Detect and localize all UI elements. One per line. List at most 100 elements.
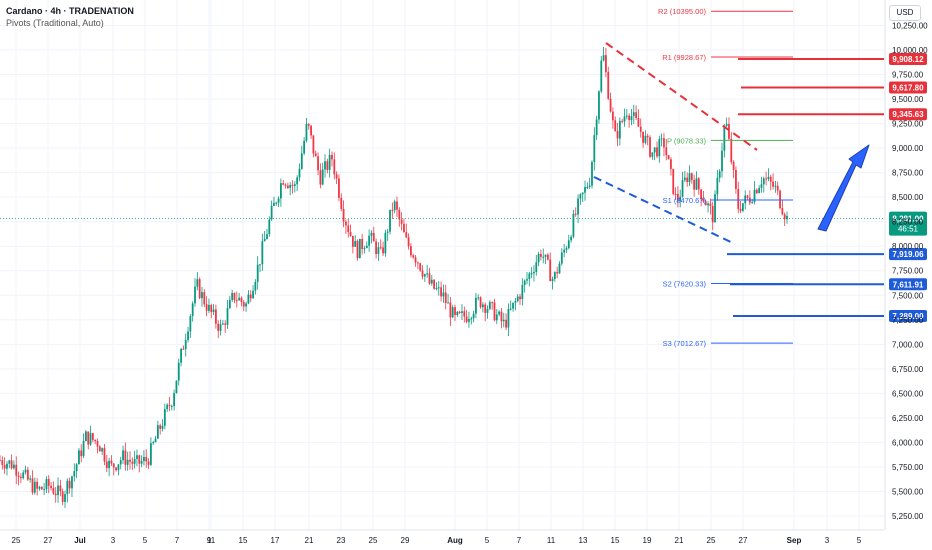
candle-up xyxy=(22,472,25,479)
x-tick-label: Sep xyxy=(787,536,802,545)
candle-up xyxy=(256,264,259,282)
support-price-label: 7,611.91 xyxy=(893,280,924,289)
x-tick-label: 17 xyxy=(271,536,280,545)
candle-up xyxy=(679,196,682,201)
wedge-upper-trendline[interactable] xyxy=(605,42,758,151)
candle-down xyxy=(410,246,412,256)
wedge-lower-trendline[interactable] xyxy=(593,176,736,245)
candle-down xyxy=(674,193,677,195)
candle-down xyxy=(105,461,108,469)
candle-up xyxy=(8,460,11,464)
candle-down xyxy=(709,203,712,206)
candle-down xyxy=(739,208,742,211)
candle-up xyxy=(565,248,568,250)
candle-down xyxy=(505,319,507,328)
chart-title: Cardano · 4h · TRADENATION xyxy=(6,6,134,16)
currency-button[interactable]: USD xyxy=(889,5,921,21)
candle-down xyxy=(345,221,347,226)
candle-down xyxy=(454,307,456,316)
candle-down xyxy=(746,195,749,198)
candle-down xyxy=(217,323,220,331)
candle-up xyxy=(537,253,540,263)
candle-down xyxy=(779,190,781,208)
countdown-label: 46:51 xyxy=(898,225,919,234)
candle-up xyxy=(226,308,229,325)
candle-up xyxy=(89,433,92,445)
candle-up xyxy=(760,184,763,188)
candle-down xyxy=(735,169,737,190)
candle-up xyxy=(24,469,27,473)
candle-down xyxy=(96,441,99,447)
candle-up xyxy=(516,296,519,302)
candle-down xyxy=(3,465,6,469)
overlays-group: R2 (10395.00) R1 (9928.67) P (9078.33) S1 (… xyxy=(0,7,927,348)
candle-up xyxy=(365,245,368,249)
candle-up xyxy=(593,135,596,162)
candle-up xyxy=(595,119,598,136)
candle-down xyxy=(17,475,20,477)
candle-down xyxy=(621,120,624,122)
y-tick-label: 9,500.00 xyxy=(892,95,924,104)
candle-up xyxy=(660,138,663,140)
candles-group xyxy=(0,46,788,508)
candle-down xyxy=(637,118,640,127)
candle-down xyxy=(697,178,700,190)
pivot-label: S3 (7012.67) xyxy=(663,339,707,348)
candle-down xyxy=(690,173,693,180)
candle-down xyxy=(428,273,431,284)
candle-down xyxy=(331,154,333,160)
candle-down xyxy=(333,159,336,175)
candle-down xyxy=(665,147,668,156)
candle-down xyxy=(519,296,521,300)
candle-down xyxy=(98,446,101,452)
candle-down xyxy=(635,112,638,119)
candle-down xyxy=(1,460,4,466)
current-price-label: 8,281.00 xyxy=(892,215,924,224)
candle-down xyxy=(398,209,401,220)
candle-up xyxy=(221,323,224,325)
candle-down xyxy=(781,207,784,215)
candle-up xyxy=(512,302,514,309)
candle-up xyxy=(126,459,129,465)
candle-down xyxy=(182,348,185,350)
candle-down xyxy=(124,450,127,465)
candle-up xyxy=(630,116,633,121)
candle-up xyxy=(66,480,69,495)
resistance-price-tag xyxy=(889,81,927,94)
candle-up xyxy=(45,479,48,490)
candle-down xyxy=(458,311,461,313)
candle-down xyxy=(224,323,227,325)
candle-up xyxy=(384,232,387,254)
y-tick-label: 7,750.00 xyxy=(892,267,924,276)
candle-up xyxy=(247,294,250,304)
candle-down xyxy=(693,179,696,190)
candle-down xyxy=(772,181,774,187)
candle-down xyxy=(433,279,436,289)
indicator-label[interactable]: Pivots (Traditional, Auto) xyxy=(6,18,104,28)
candle-up xyxy=(354,241,357,247)
candle-down xyxy=(700,189,703,200)
candle-up xyxy=(584,187,586,193)
candle-down xyxy=(215,309,217,324)
candle-up xyxy=(430,279,433,284)
x-tick-label: 25 xyxy=(12,536,21,545)
candle-down xyxy=(31,478,34,493)
candle-down xyxy=(702,199,705,202)
candle-up xyxy=(528,273,531,280)
candle-up xyxy=(767,176,770,179)
candle-up xyxy=(6,463,8,469)
x-tick-label: 23 xyxy=(337,536,346,545)
y-tick-label: 10,250.00 xyxy=(892,21,928,30)
bullish-arrow[interactable] xyxy=(817,144,870,232)
candle-up xyxy=(161,425,164,429)
candle-up xyxy=(163,409,166,426)
candle-up xyxy=(602,55,605,61)
candle-up xyxy=(714,194,716,223)
candle-down xyxy=(396,201,398,210)
candle-down xyxy=(676,193,679,201)
candle-up xyxy=(475,297,477,314)
x-tick-label: 25 xyxy=(369,536,378,545)
candle-down xyxy=(233,292,236,301)
candle-up xyxy=(435,288,438,290)
